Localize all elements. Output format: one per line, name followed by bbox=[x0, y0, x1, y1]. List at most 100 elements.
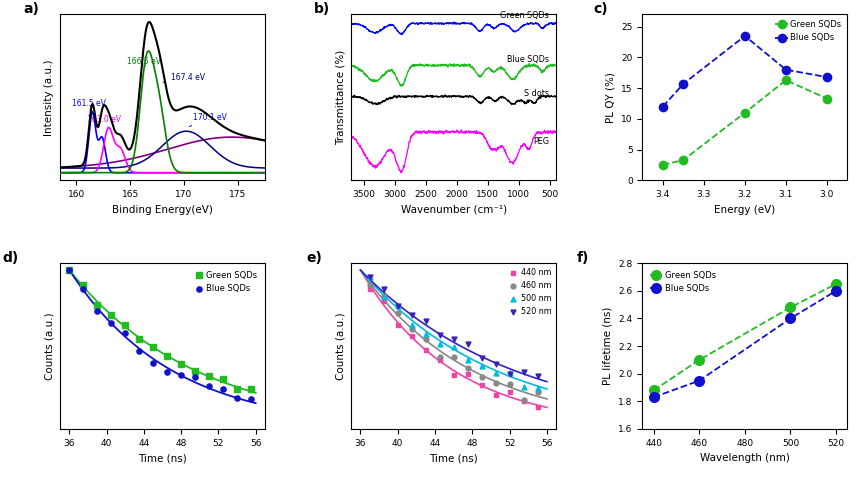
500 nm bbox=[517, 383, 531, 391]
Green SQDs bbox=[91, 301, 104, 309]
520 nm bbox=[447, 335, 461, 343]
Green SQDs bbox=[133, 335, 146, 343]
520 nm bbox=[531, 372, 544, 380]
Text: 167.4 eV: 167.4 eV bbox=[163, 73, 205, 82]
Blue SQDs bbox=[62, 266, 76, 274]
460 nm bbox=[405, 325, 419, 333]
Line: Blue SQDs: Blue SQDs bbox=[658, 31, 832, 111]
Text: PEG: PEG bbox=[532, 137, 549, 147]
Y-axis label: Counts (a.u.): Counts (a.u.) bbox=[336, 312, 346, 380]
440 nm bbox=[461, 370, 474, 378]
Blue SQDs bbox=[230, 394, 244, 402]
Blue SQDs bbox=[146, 360, 160, 367]
520 nm bbox=[489, 360, 502, 368]
Green SQDs bbox=[146, 343, 160, 350]
440 nm bbox=[377, 297, 390, 305]
Green SQDs bbox=[781, 77, 791, 83]
460 nm bbox=[475, 373, 489, 380]
500 nm bbox=[433, 340, 447, 348]
440 nm bbox=[433, 356, 447, 364]
440 nm bbox=[419, 347, 432, 354]
520 nm bbox=[475, 354, 489, 362]
Text: e): e) bbox=[306, 251, 322, 265]
520 nm bbox=[363, 273, 377, 281]
Blue SQDs bbox=[133, 347, 146, 355]
Green SQDs bbox=[175, 360, 188, 367]
500 nm bbox=[391, 302, 405, 309]
440 nm bbox=[391, 321, 405, 329]
440 nm bbox=[475, 381, 489, 389]
500 nm bbox=[502, 369, 516, 377]
Blue SQDs bbox=[91, 307, 104, 314]
Green SQDs bbox=[104, 311, 118, 319]
440 nm bbox=[447, 372, 461, 379]
Text: d): d) bbox=[3, 251, 19, 265]
Y-axis label: PL QY (%): PL QY (%) bbox=[605, 72, 615, 123]
Green SQDs bbox=[740, 110, 750, 116]
Line: Green SQDs: Green SQDs bbox=[648, 278, 841, 396]
X-axis label: Time (ns): Time (ns) bbox=[430, 453, 478, 463]
440 nm bbox=[405, 332, 419, 340]
Green SQDs bbox=[118, 321, 132, 329]
440 nm bbox=[363, 285, 377, 293]
Y-axis label: Transmittance (%): Transmittance (%) bbox=[336, 50, 346, 145]
440 nm bbox=[531, 403, 544, 411]
500 nm bbox=[377, 293, 390, 301]
Green SQDs bbox=[785, 305, 795, 310]
460 nm bbox=[447, 353, 461, 361]
X-axis label: Energy (eV): Energy (eV) bbox=[714, 204, 776, 214]
Y-axis label: PL lifetime (ns): PL lifetime (ns) bbox=[603, 307, 613, 385]
Y-axis label: Intensity (a.u.): Intensity (a.u.) bbox=[45, 59, 55, 135]
Green SQDs bbox=[230, 386, 244, 393]
Green SQDs bbox=[217, 375, 230, 383]
Text: Green SQDs: Green SQDs bbox=[500, 11, 549, 20]
Line: Green SQDs: Green SQDs bbox=[658, 75, 832, 170]
500 nm bbox=[461, 356, 474, 364]
Blue SQDs bbox=[160, 368, 174, 376]
Green SQDs bbox=[822, 96, 832, 102]
500 nm bbox=[419, 330, 432, 338]
460 nm bbox=[531, 388, 544, 396]
Legend: 440 nm, 460 nm, 500 nm, 520 nm: 440 nm, 460 nm, 500 nm, 520 nm bbox=[508, 267, 552, 317]
Green SQDs bbox=[244, 385, 258, 393]
Blue SQDs bbox=[104, 319, 118, 327]
460 nm bbox=[433, 353, 447, 361]
520 nm bbox=[377, 285, 390, 293]
X-axis label: Wavelength (nm): Wavelength (nm) bbox=[700, 453, 790, 463]
Blue SQDs bbox=[202, 382, 216, 389]
Text: Blue SQDs: Blue SQDs bbox=[507, 55, 549, 64]
Blue SQDs bbox=[118, 329, 132, 337]
X-axis label: Binding Energy(eV): Binding Energy(eV) bbox=[112, 204, 213, 214]
460 nm bbox=[377, 292, 390, 300]
Legend: Green SQDs, Blue SQDs: Green SQDs, Blue SQDs bbox=[646, 268, 719, 296]
Blue SQDs bbox=[781, 67, 791, 73]
Green SQDs bbox=[649, 388, 659, 393]
Text: 170.1 eV: 170.1 eV bbox=[189, 113, 227, 127]
460 nm bbox=[489, 379, 502, 387]
500 nm bbox=[475, 362, 489, 370]
X-axis label: Time (ns): Time (ns) bbox=[138, 453, 187, 463]
Text: c): c) bbox=[593, 2, 608, 16]
520 nm bbox=[391, 302, 405, 309]
Blue SQDs bbox=[657, 104, 668, 109]
500 nm bbox=[531, 384, 544, 392]
Blue SQDs bbox=[822, 74, 832, 80]
Blue SQDs bbox=[175, 371, 188, 379]
Text: 163.0 eV: 163.0 eV bbox=[87, 115, 121, 128]
Y-axis label: Counts (a.u.): Counts (a.u.) bbox=[45, 312, 55, 380]
520 nm bbox=[433, 331, 447, 339]
Green SQDs bbox=[76, 281, 90, 289]
Blue SQDs bbox=[740, 33, 750, 39]
500 nm bbox=[405, 321, 419, 329]
500 nm bbox=[489, 369, 502, 377]
520 nm bbox=[405, 311, 419, 319]
Green SQDs bbox=[62, 266, 76, 274]
Green SQDs bbox=[202, 372, 216, 379]
Blue SQDs bbox=[649, 394, 659, 400]
X-axis label: Wavenumber (cm⁻¹): Wavenumber (cm⁻¹) bbox=[401, 204, 507, 214]
Green SQDs bbox=[831, 281, 841, 287]
500 nm bbox=[363, 273, 377, 281]
Text: a): a) bbox=[23, 2, 39, 16]
Text: f): f) bbox=[577, 251, 589, 265]
Green SQDs bbox=[678, 157, 688, 163]
